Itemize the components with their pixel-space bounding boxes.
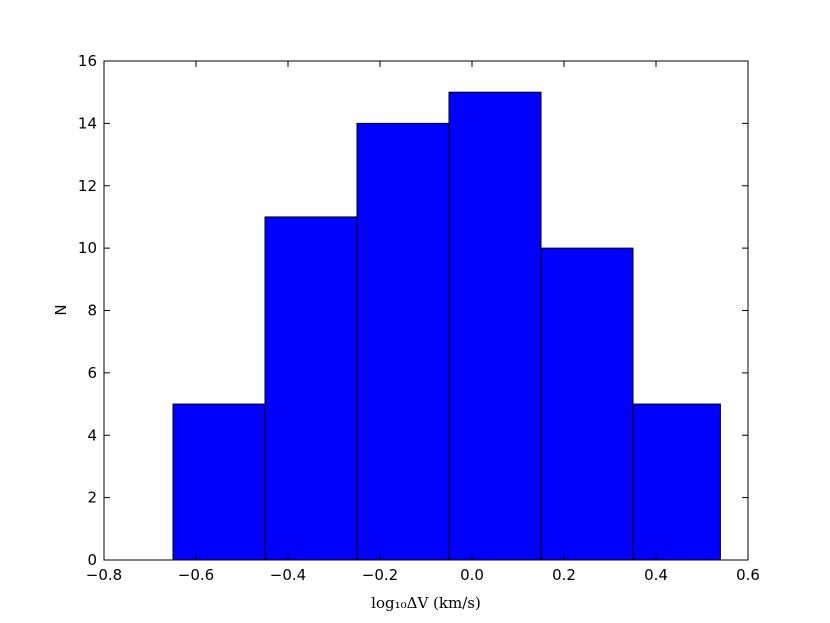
y-tick-label: 6 [87, 364, 97, 382]
x-tick-label: −0.2 [362, 566, 398, 584]
x-tick-label: −0.6 [178, 566, 214, 584]
y-axis-label: N [52, 304, 70, 315]
x-tick-label: 0.0 [460, 566, 484, 584]
y-tick-label: 10 [78, 239, 97, 257]
y-tick-label: 16 [78, 52, 97, 70]
x-axis-label: log₁₀ΔV (km/s) [371, 594, 481, 612]
bar [632, 403, 721, 561]
y-tick-label: 0 [87, 551, 97, 569]
y-tick-label: 4 [87, 426, 97, 444]
y-tick-label: 2 [87, 489, 97, 507]
bar [264, 216, 358, 561]
plot-frame [103, 60, 749, 561]
x-tick-label: 0.6 [736, 566, 760, 584]
x-tick-label: −0.8 [86, 566, 122, 584]
x-tick-label: −0.4 [270, 566, 306, 584]
bar [172, 403, 266, 561]
bar [448, 91, 542, 561]
bar [356, 122, 450, 561]
x-tick-label: 0.4 [644, 566, 668, 584]
y-tick-label: 12 [78, 177, 97, 195]
x-tick-label: 0.2 [552, 566, 576, 584]
y-tick-label: 14 [78, 114, 97, 132]
bar [540, 247, 634, 561]
y-tick-label: 8 [87, 302, 97, 320]
